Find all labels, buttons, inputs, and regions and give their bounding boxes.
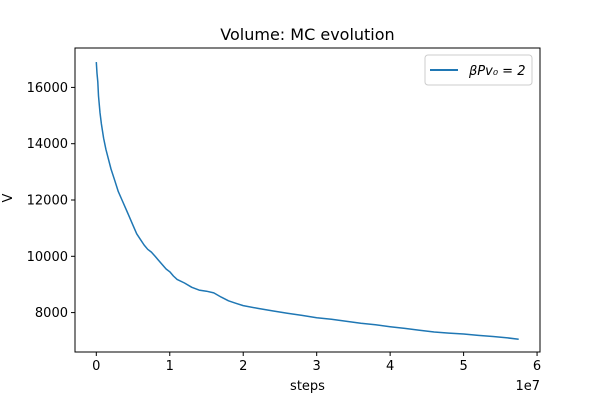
plot-area: 0 1 2 3 4 5 6 8000 10000 12000 14000 16000 <box>27 47 541 374</box>
y-axis-label: V <box>1 193 16 202</box>
x-tick-label: 4 <box>386 359 394 374</box>
chart-title: Volume: MC evolution <box>220 25 394 44</box>
series-line-volume <box>95 62 519 341</box>
y-tick-label: 14000 <box>27 137 68 152</box>
x-tick-label: 2 <box>239 359 247 374</box>
x-tick-label: 0 <box>92 359 100 374</box>
x-tick-label: 3 <box>313 359 321 374</box>
y-tick-label: 10000 <box>27 250 68 265</box>
plot-frame <box>74 47 541 353</box>
legend-box <box>424 54 533 86</box>
legend-entry-label: βPv₀ = 2 <box>468 64 525 79</box>
x-tick-label: 5 <box>459 359 467 374</box>
legend: βPv₀ = 2 <box>424 54 533 86</box>
x-tick-label: 1 <box>166 359 174 374</box>
x-axis-label: steps <box>290 379 325 394</box>
y-tick-label: 16000 <box>27 81 68 96</box>
x-tick-label: 6 <box>533 359 541 374</box>
y-tick-label: 8000 <box>35 306 68 321</box>
y-tick-label: 12000 <box>27 194 68 209</box>
x-axis-offset-label: 1e7 <box>515 379 540 394</box>
